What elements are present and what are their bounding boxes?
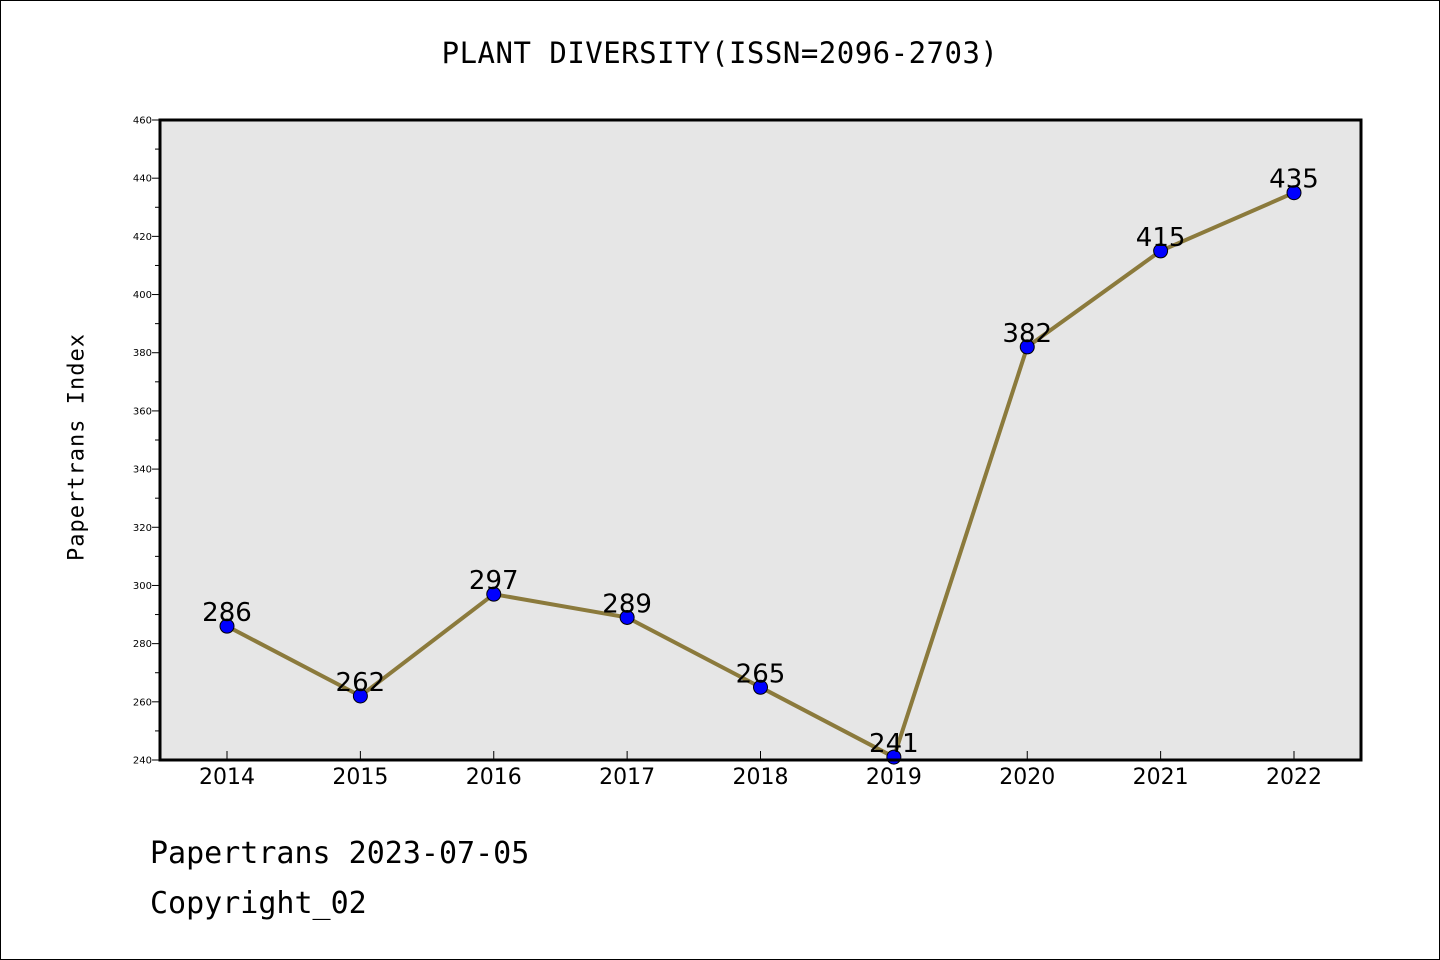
x-tick-label: 2020 [999, 765, 1055, 790]
data-label: 241 [869, 729, 919, 759]
plot-area [160, 120, 1361, 760]
footer-date-text: Papertrans 2023-07-05 [150, 836, 530, 871]
y-tick-label: 240 [133, 756, 152, 767]
x-tick-label: 2015 [332, 765, 388, 790]
data-label: 265 [736, 659, 786, 689]
x-tick-label: 2017 [599, 765, 655, 790]
data-label: 382 [1002, 319, 1052, 349]
data-point [1286, 185, 1302, 201]
data-label: 415 [1136, 223, 1186, 253]
footer-copyright-text: Copyright_02 [150, 886, 367, 921]
x-tick-label: 2018 [733, 765, 789, 790]
y-tick-label: 340 [133, 465, 152, 476]
plot-border [158, 118, 1363, 762]
data-label: 435 [1269, 165, 1319, 195]
x-tick-label: 2016 [466, 765, 522, 790]
data-label: 286 [202, 598, 252, 628]
y-tick-label: 380 [133, 348, 152, 359]
chart-title: PLANT DIVERSITY(ISSN=2096-2703) [441, 36, 999, 70]
x-tick-label: 2021 [1133, 765, 1189, 790]
y-tick-label: 420 [133, 232, 152, 243]
data-point [619, 609, 635, 625]
data-point [352, 688, 368, 704]
y-tick-label: 280 [133, 639, 152, 650]
x-tick-label: 2019 [866, 765, 922, 790]
y-tick-label: 260 [133, 697, 152, 708]
data-point [1153, 243, 1169, 259]
data-point [219, 618, 235, 634]
data-label: 289 [602, 589, 652, 619]
y-tick-label: 400 [133, 290, 152, 301]
data-label: 297 [469, 566, 519, 596]
x-tick-label: 2014 [199, 765, 255, 790]
data-point [1019, 339, 1035, 355]
data-point [753, 679, 768, 695]
y-tick-label: 460 [133, 116, 152, 127]
y-tick-label: 300 [133, 581, 152, 592]
y-tick-label: 320 [133, 523, 152, 534]
y-tick-label: 440 [133, 174, 152, 185]
data-label: 262 [336, 668, 386, 698]
y-tick-label: 360 [133, 406, 152, 417]
data-point [486, 586, 502, 602]
x-tick-label: 2022 [1266, 765, 1322, 790]
